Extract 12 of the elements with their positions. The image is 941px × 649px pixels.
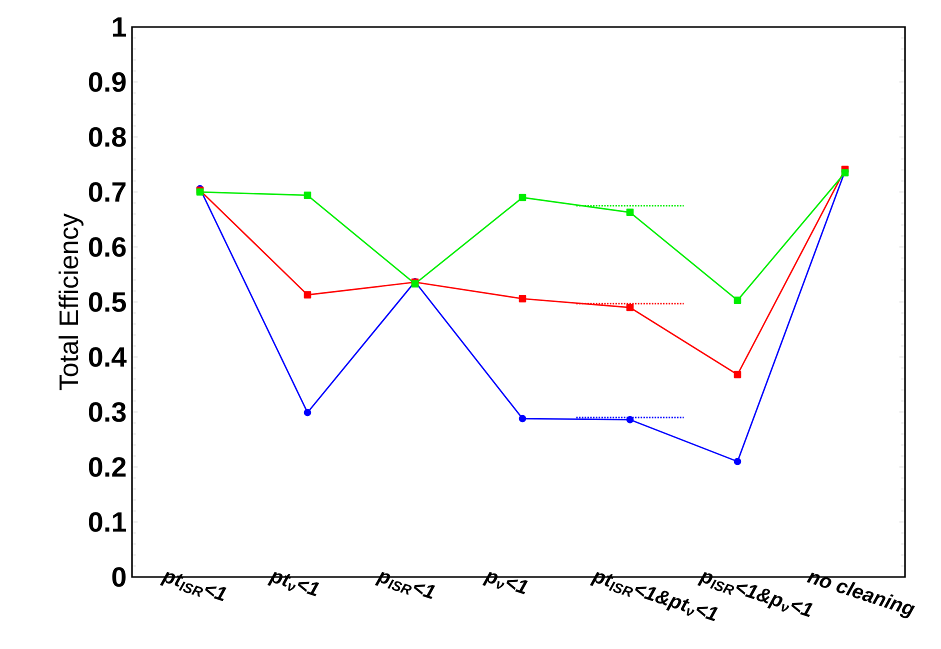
y-tick-label: 0.1 [88,512,126,532]
y-tick-label: 1 [112,17,126,37]
y-tick-label: 0.9 [88,72,126,92]
y-tick-label: 0.5 [88,292,126,312]
y-tick-label: 0.8 [88,127,126,147]
y-axis-title: Total Efficiency [58,213,84,390]
y-tick-label: 0.6 [88,237,126,257]
y-tick-label: 0.3 [88,402,126,422]
y-tick-label: 0.7 [88,182,126,202]
y-tick-label: 0 [112,567,126,587]
y-tick-label: 0.4 [88,347,127,367]
y-tick-label: 0.2 [88,457,126,477]
